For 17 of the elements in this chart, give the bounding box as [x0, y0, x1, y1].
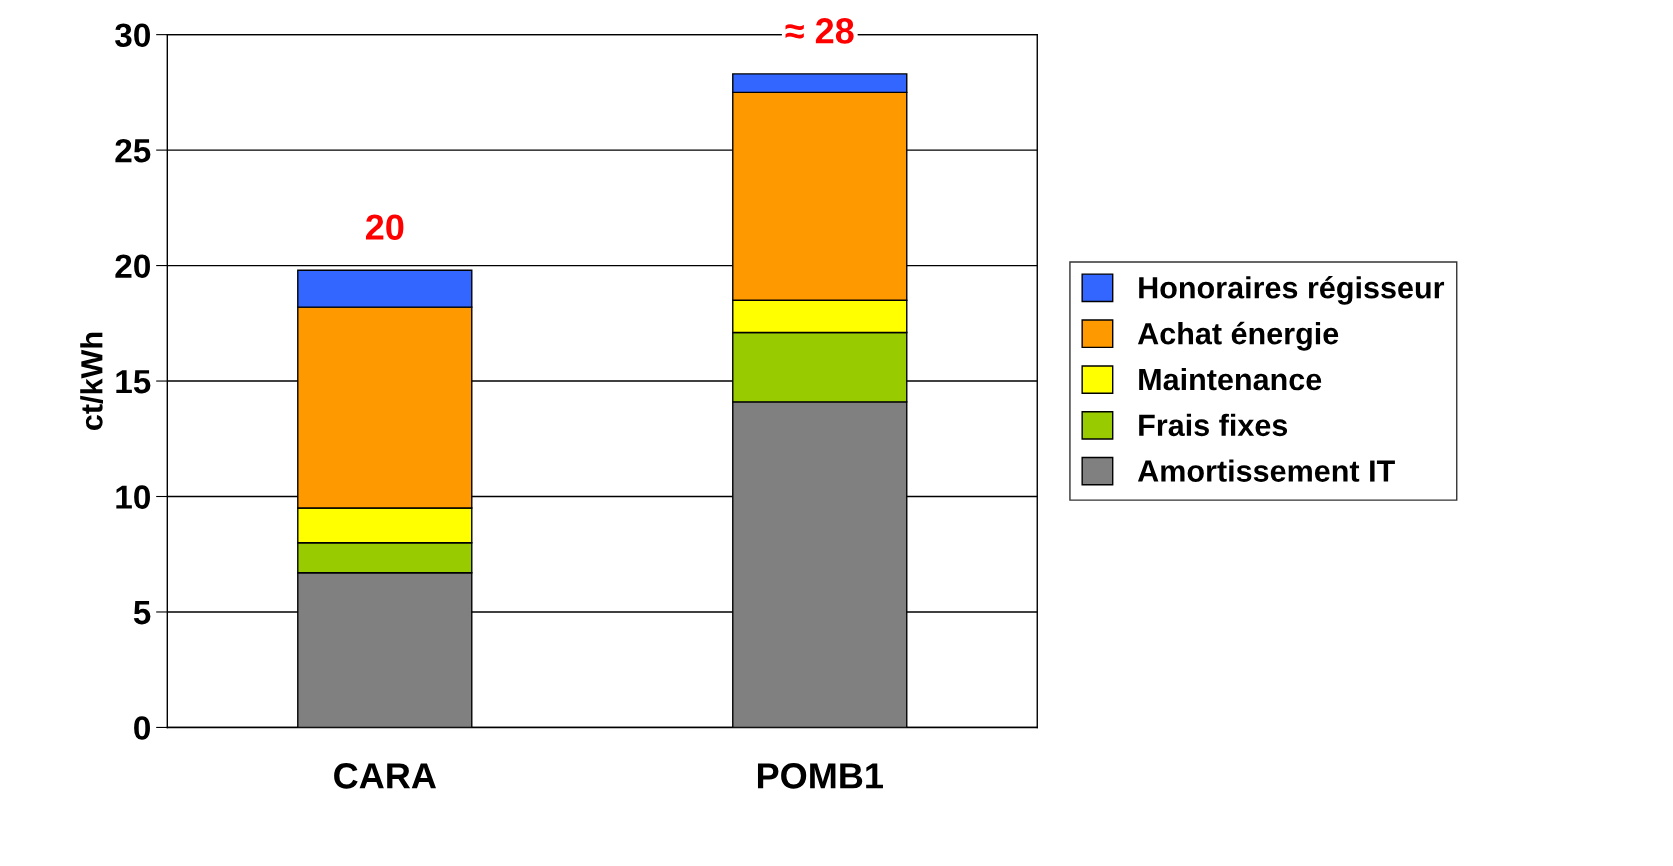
y-axis-title: ct/kWh — [80, 332, 103, 430]
y-tick-label: 20 — [115, 254, 150, 278]
legend-label: Achat énergie — [1137, 321, 1339, 351]
y-tick-label: 10 — [116, 485, 150, 509]
y-tick-label: 5 — [133, 601, 151, 625]
legend-label: Honoraires régisseur — [1139, 275, 1445, 305]
total-label: 20 — [365, 214, 404, 240]
y-tick-label: 25 — [115, 138, 151, 163]
legend-label: Maintenance — [1139, 367, 1322, 391]
legend-label: Frais fixes — [1139, 413, 1288, 437]
x-tick-label: POMB1 — [757, 763, 883, 789]
y-tick-label: 15 — [116, 370, 151, 394]
x-tick-label: CARA — [334, 763, 436, 789]
total-label: ≈ 28 — [785, 18, 854, 44]
legend-label: Amortissement IT — [1137, 459, 1395, 482]
y-tick-label: 30 — [115, 23, 150, 48]
y-tick-label: 0 — [134, 716, 150, 740]
